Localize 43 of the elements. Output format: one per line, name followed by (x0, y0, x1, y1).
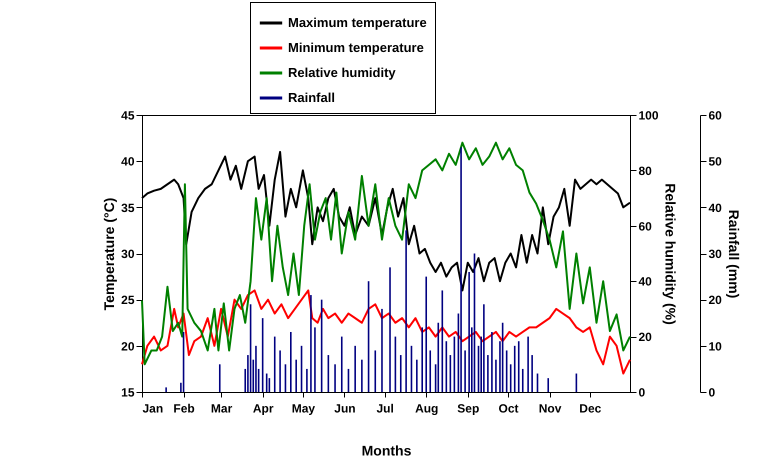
y2-tick-label: 80 (638, 164, 652, 178)
legend-label: Minimum temperature (288, 40, 424, 55)
y2-tick-label: 0 (638, 386, 646, 400)
x-axis-title: Months (362, 442, 412, 458)
y2-tick-label: 40 (638, 274, 652, 289)
x-tick-label: Jun (334, 402, 356, 416)
line-series (141, 150, 631, 292)
x-tick-label: Oct (498, 402, 519, 416)
x-tick-label: Mar (210, 402, 233, 416)
y2-axis-title: Relative humidity (%) (662, 183, 679, 325)
x-tick-label: Jul (376, 402, 394, 416)
line-series (141, 289, 631, 375)
y2-tick-label: 100 (638, 108, 659, 122)
y3-tick-label: 40 (708, 200, 722, 215)
legend-label: Maximum temperature (288, 15, 427, 30)
line-series (141, 142, 631, 366)
y3-axis-title: Rainfall (mm) (726, 210, 742, 298)
y2-tick-label: 60 (638, 219, 652, 234)
x-tick-label: Dec (579, 402, 602, 416)
legend-label: Relative humidity (288, 65, 396, 80)
x-tick-label: May (292, 402, 316, 416)
y3-tick-label: 20 (708, 293, 722, 308)
x-tick-label: Aug (415, 402, 438, 416)
y3-tick-label: 50 (708, 154, 722, 169)
y3-tick-label: 0 (708, 386, 716, 400)
y-tick-label: 15 (121, 386, 135, 400)
y-tick-label: 25 (121, 293, 135, 308)
y-tick-label: 35 (121, 200, 135, 215)
x-tick-label: Nov (538, 402, 562, 416)
legend-label: Rainfall (288, 90, 335, 105)
y3-tick-label: 30 (708, 247, 722, 261)
y3-tick-label: 10 (708, 339, 722, 354)
y-tick-label: 30 (121, 247, 135, 261)
y-axis-title: Temperature (°C) (101, 198, 118, 310)
y2-tick-label: 20 (638, 330, 652, 344)
y-tick-label: 40 (121, 154, 135, 169)
y-tick-label: 45 (121, 108, 135, 122)
y-tick-label: 20 (121, 339, 135, 354)
x-tick-label: Feb (173, 402, 195, 416)
x-tick-label: Sep (457, 402, 480, 416)
y3-tick-label: 60 (708, 108, 722, 122)
x-tick-label: Apr (252, 402, 274, 416)
x-tick-label: Jan (142, 402, 164, 416)
